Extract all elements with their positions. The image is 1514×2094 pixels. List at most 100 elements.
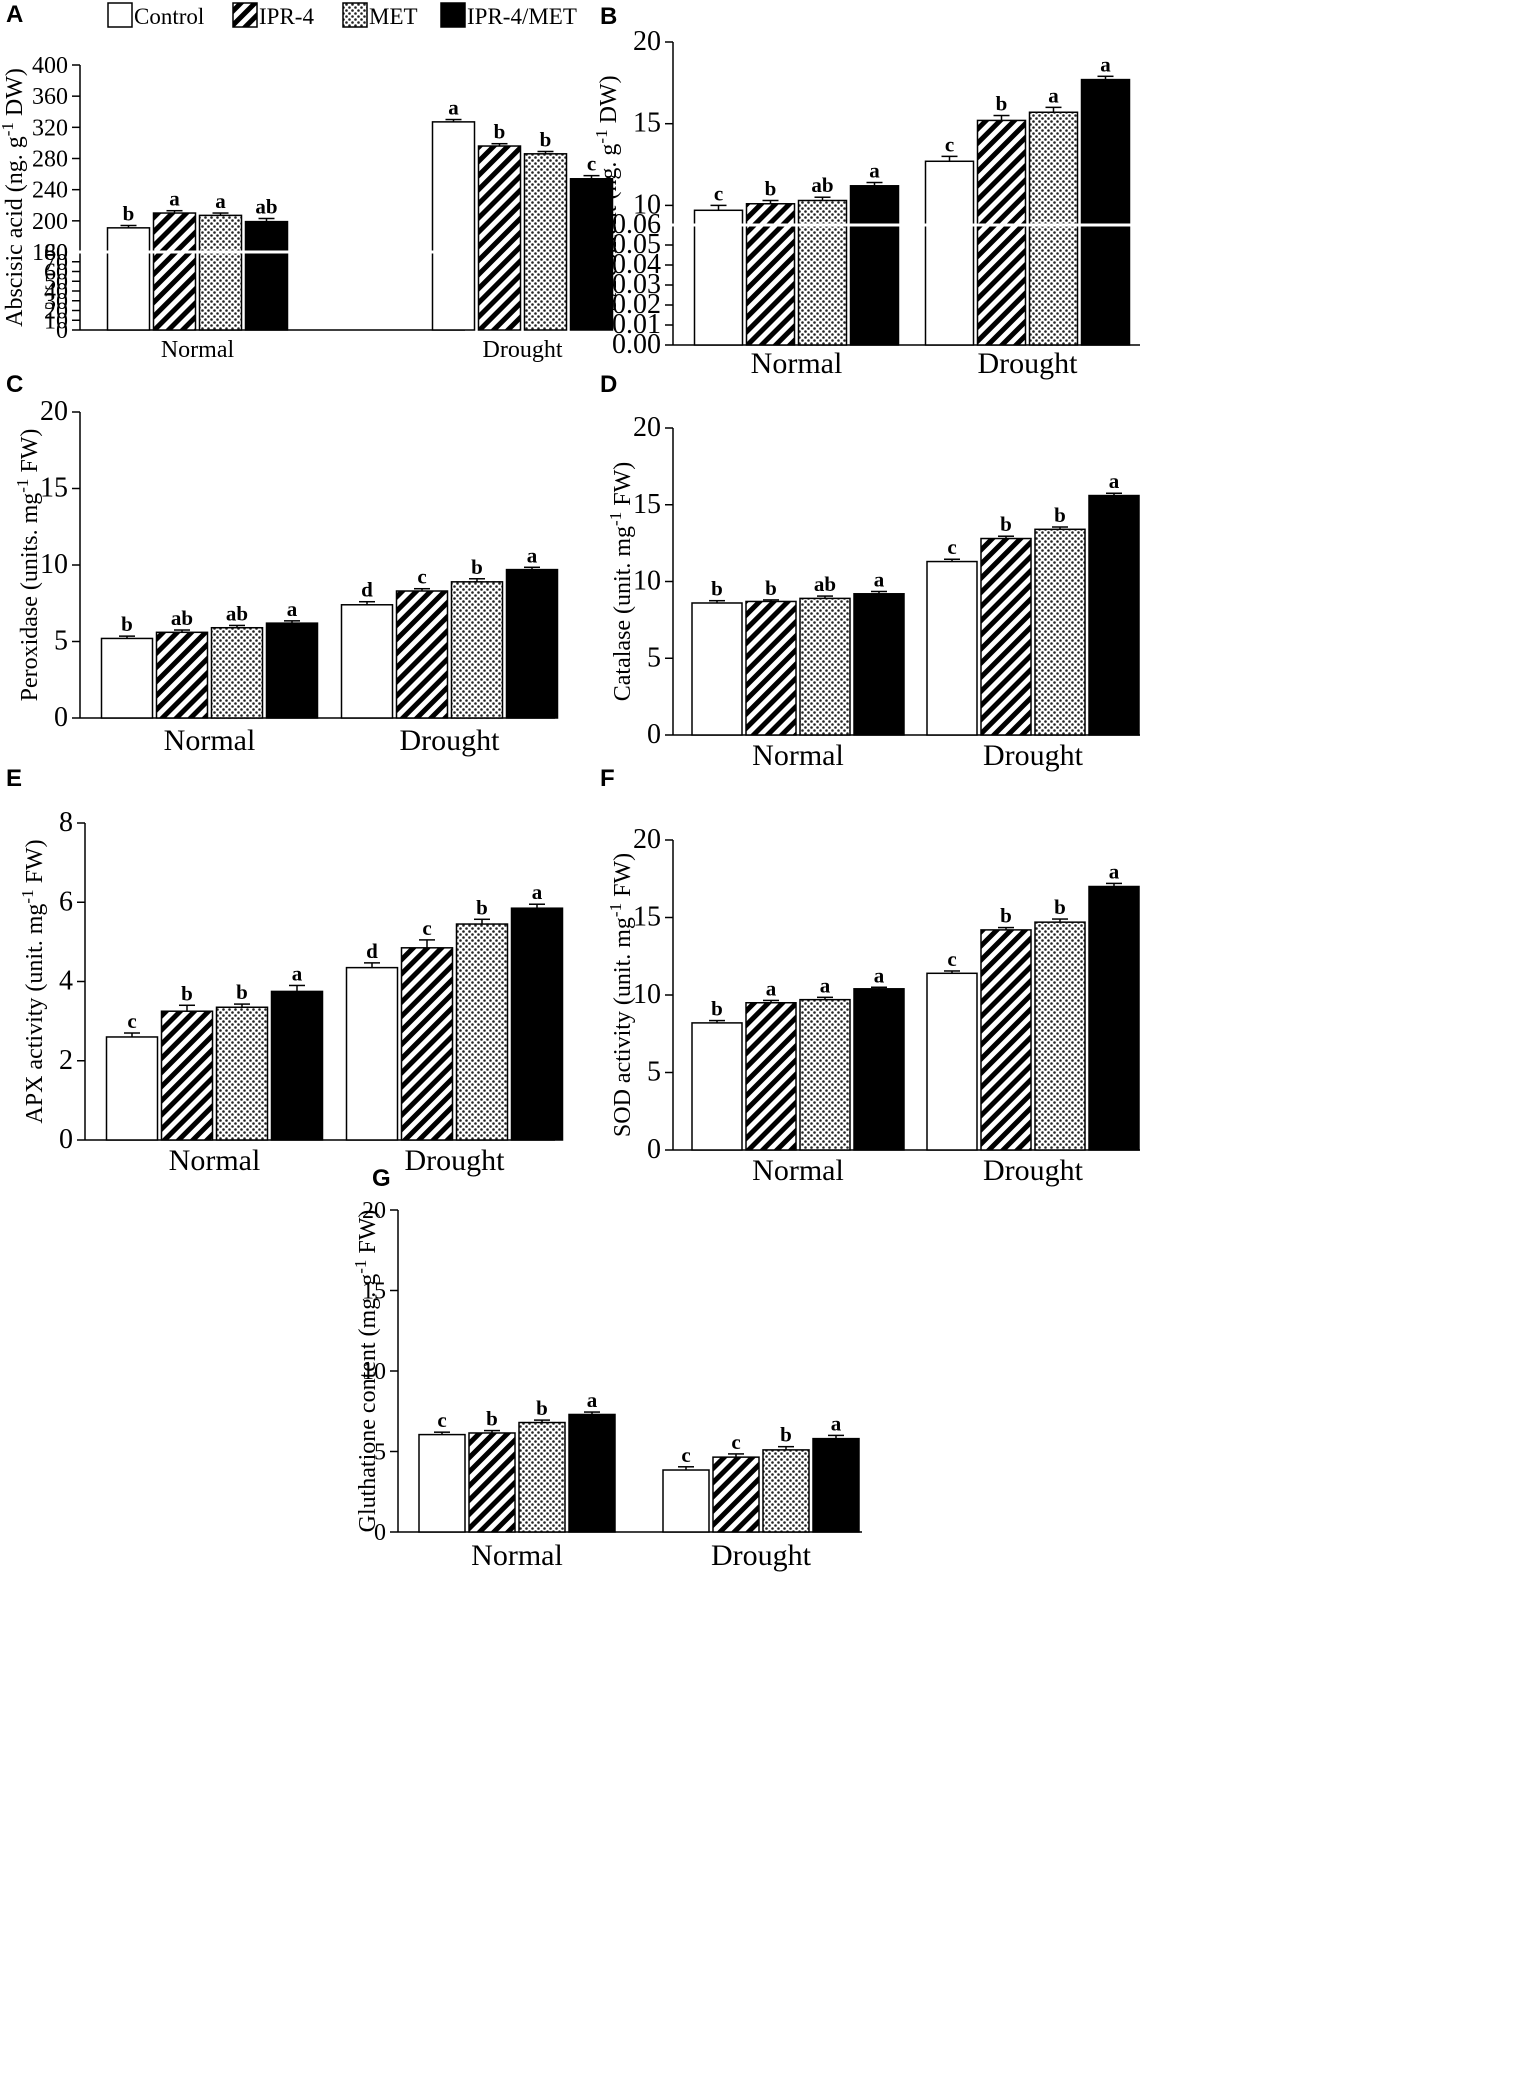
panel-a-y-tick-label-low-7: 70: [44, 250, 68, 276]
panel-d-category-label-normal: Normal: [752, 739, 844, 772]
panel-c-y-tick-label-main-1: 5: [54, 626, 68, 657]
panel-d-bar-drought-ipr-4-met: [1088, 494, 1140, 736]
legend-label-ipr4: IPR-4: [259, 4, 314, 29]
panel-g-bar-drought-control: [662, 1469, 710, 1533]
panel-e-letter: E: [6, 765, 22, 792]
panel-d-bar-normal-control: [691, 602, 743, 736]
panel-c-bar-drought-ipr-4: [395, 590, 449, 719]
panel-f-y-tick-label-main-2: 10: [633, 979, 661, 1010]
panel-a-y-tick-label-low-2: 20: [44, 299, 68, 325]
panel-b-y-tick-label-low-6: 0.06: [612, 209, 661, 240]
panel-f-significance-letter: b: [711, 997, 723, 1021]
panel-f-significance-letter: c: [947, 947, 956, 971]
panel-c-y-axis-label: Peroxidase (units. mg-1 FW): [13, 429, 43, 702]
panel-a-y-axis-label: Abscisic acid (ng. g-1 DW): [0, 68, 28, 327]
panel-a-y-tick-label-high-3: 280: [32, 147, 68, 173]
panel-g-bar-normal-met: [518, 1421, 566, 1533]
panel-b-significance-letter: ab: [811, 173, 833, 197]
panel-f-significance-letter: a: [874, 963, 885, 987]
panel-d-significance-letter: b: [765, 576, 777, 600]
panel-g-bar-drought-ipr-4-met: [812, 1437, 860, 1533]
panel-c-y-tick-label-main-4: 20: [40, 396, 68, 427]
panel-f-category-label-normal: Normal: [752, 1154, 844, 1187]
panel-b-y-tick-label-high-0: 10: [633, 189, 661, 220]
panel-a-bar-drought-control: [431, 121, 476, 331]
panel-g-y-tick-label-main-0: 0: [374, 1520, 386, 1546]
panel-c-significance-letter: d: [361, 578, 373, 602]
panel-a-bar-normal-met: [198, 214, 243, 331]
panel-f-significance-letter: a: [1109, 859, 1120, 883]
panel-e-significance-letter: c: [127, 1009, 136, 1033]
panel-b-category-label-normal: Normal: [751, 347, 843, 380]
panel-f-bar-drought-met: [1034, 921, 1086, 1151]
panel-f-bar-normal-ipr-4-met: [853, 988, 905, 1151]
legend-swatch-ipr4: [232, 2, 258, 28]
panel-e-y-tick-label-main-3: 6: [59, 886, 73, 917]
panel-a-y-tick-label-high-6: 400: [32, 53, 68, 79]
panel-a-bar-drought-ipr-4: [477, 145, 522, 331]
panel-b-y-tick-label-high-1: 15: [633, 108, 661, 139]
panel-e-y-tick-label-main-1: 2: [59, 1045, 73, 1076]
panel-b-y-tick-label-low-0: 0.00: [612, 329, 661, 360]
panel-g-bar-normal-ipr-4-met: [568, 1413, 616, 1533]
panel-b-y-tick-label-low-5: 0.05: [612, 229, 661, 260]
panel-c-significance-letter: b: [121, 612, 133, 636]
panel-a-category-label-normal: Normal: [161, 337, 235, 363]
panel-d-y-tick-label-main-0: 0: [647, 719, 661, 750]
panel-a-y-tick-label-low-0: 0: [56, 318, 68, 344]
panel-b-significance-letter: a: [1048, 83, 1059, 107]
panel-a-y-tick-label-high-4: 320: [32, 115, 68, 141]
panel-a-y-tick-label-low-6: 60: [44, 260, 68, 286]
panel-b-y-tick-label-low-1: 0.01: [612, 309, 661, 340]
panel-f-bar-normal-control: [691, 1022, 743, 1151]
panel-c-bar-normal-control: [100, 637, 154, 719]
panel-b-bar-drought-met: [1028, 111, 1079, 346]
panel-a-y-tick-label-high-5: 360: [32, 84, 68, 110]
panel-f-significance-letter: b: [1000, 904, 1012, 928]
panel-c-bar-drought-met: [450, 581, 504, 719]
legend-swatch-ipr4-met: [440, 2, 466, 28]
panel-b-bar-drought-ipr-4-met: [1080, 78, 1131, 346]
panel-e-bar-normal-met: [215, 1006, 269, 1141]
panel-g-bar-normal-ipr-4: [468, 1432, 516, 1533]
panel-d-bar-normal-ipr-4: [745, 600, 797, 736]
panel-g-y-tick-label-main-1: 5: [374, 1440, 386, 1466]
panel-c-y-tick-label-main-3: 15: [40, 473, 68, 504]
panel-e-significance-letter: b: [476, 895, 488, 919]
panel-a-y-tick-label-low-4: 40: [44, 279, 68, 305]
panel-c-bar-normal-ipr-4: [155, 631, 209, 719]
panel-d-significance-letter: a: [874, 567, 885, 591]
panel-a-significance-letter: b: [494, 120, 506, 144]
legend-swatch-control: [107, 2, 133, 28]
panel-f-y-tick-label-main-3: 15: [633, 902, 661, 933]
panel-d-y-axis-label: Catalase (unit. mg-1 FW): [606, 462, 636, 701]
panel-d-significance-letter: ab: [814, 572, 836, 596]
panel-c-y-tick-label-main-0: 0: [54, 702, 68, 733]
panel-a-bar-normal-ipr-4-met: [244, 220, 289, 331]
panel-g-bar-drought-ipr-4: [712, 1456, 760, 1533]
panel-d-y-tick-label-main-3: 15: [633, 489, 661, 520]
panel-a-significance-letter: a: [448, 96, 459, 120]
panel-g-bar-drought-met: [762, 1449, 810, 1533]
panel-e-significance-letter: a: [532, 880, 543, 904]
panel-e-significance-letter: c: [422, 916, 431, 940]
panel-g-category-label-drought: Drought: [711, 1539, 812, 1572]
panel-f-significance-letter: a: [766, 976, 777, 1000]
panel-e-bar-normal-ipr-4-met: [270, 990, 324, 1141]
panel-a-y-tick-label-low-1: 10: [44, 308, 68, 334]
panel-e-significance-letter: b: [236, 980, 248, 1004]
panel-b-letter: B: [600, 3, 617, 30]
panel-e-significance-letter: b: [181, 981, 193, 1005]
panel-f-category-label-drought: Drought: [983, 1154, 1084, 1187]
panel-g-y-tick-label-main-3: 15: [362, 1279, 386, 1305]
panel-b-bar-normal-control: [693, 209, 744, 346]
panel-e-category-label-normal: Normal: [169, 1144, 261, 1177]
panel-c-bar-normal-met: [210, 626, 264, 719]
panel-f-y-tick-label-main-0: 0: [647, 1134, 661, 1165]
panel-e-bar-normal-ipr-4: [160, 1010, 214, 1141]
panel-c-bar-normal-ipr-4-met: [265, 622, 319, 719]
panel-g-significance-letter: c: [731, 1430, 740, 1454]
